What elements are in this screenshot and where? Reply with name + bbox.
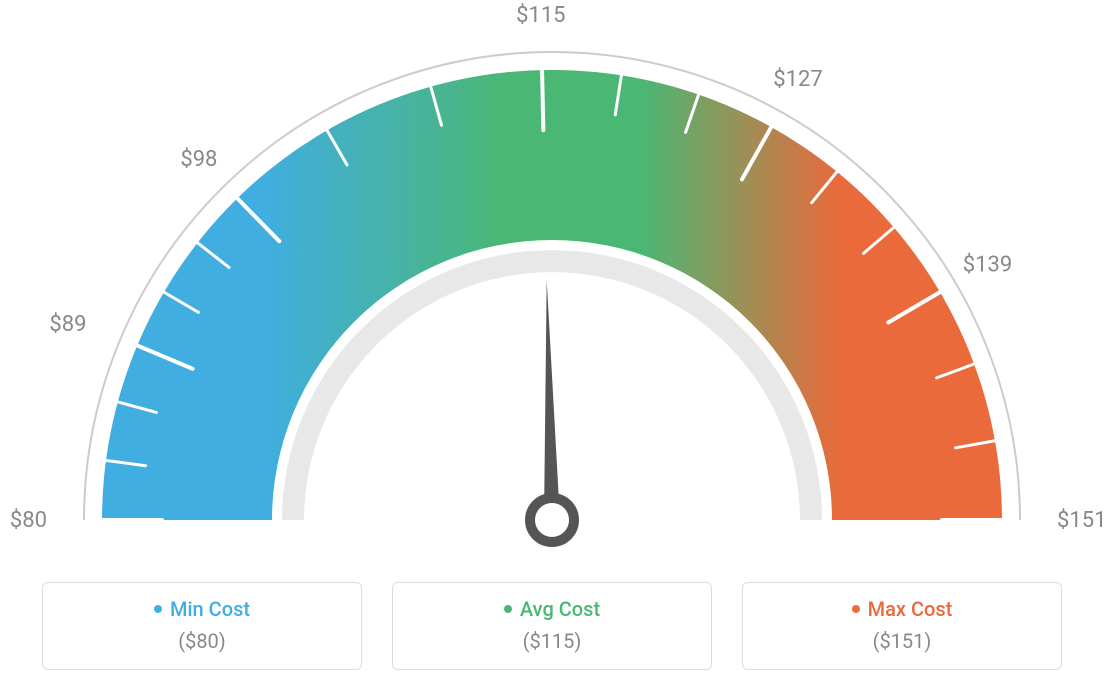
cost-gauge-chart: $80 $89 $98 $115 $127 $139 $151 Min Cost ($80)… [0, 0, 1104, 690]
legend-title-avg: Avg Cost [504, 597, 600, 621]
legend-card-min: Min Cost ($80) [42, 582, 362, 670]
gauge-tick-label: $98 [180, 147, 217, 172]
legend-card-avg: Avg Cost ($115) [392, 582, 712, 670]
legend-value-max: ($151) [753, 629, 1051, 653]
legend-label-max: Max Cost [868, 597, 953, 621]
legend-label-min: Min Cost [170, 597, 250, 621]
gauge-tick-label: $127 [773, 67, 822, 92]
legend-label-avg: Avg Cost [520, 597, 600, 621]
gauge-tick-label: $115 [516, 3, 565, 28]
gauge-needle [544, 280, 560, 520]
gauge-area: $80 $89 $98 $115 $127 $139 $151 [0, 0, 1104, 570]
legend-dot-min [154, 605, 162, 613]
legend-title-min: Min Cost [154, 597, 250, 621]
legend-title-max: Max Cost [852, 597, 953, 621]
gauge-svg: $80 $89 $98 $115 $127 $139 $151 [0, 0, 1104, 570]
legend-dot-avg [504, 605, 512, 613]
gauge-tick-label: $139 [963, 252, 1012, 277]
legend-row: Min Cost ($80) Avg Cost ($115) Max Cost … [0, 582, 1104, 670]
gauge-hub [530, 498, 574, 542]
legend-card-max: Max Cost ($151) [742, 582, 1062, 670]
gauge-tick-label: $89 [49, 312, 86, 337]
legend-dot-max [852, 605, 860, 613]
gauge-tick-label: $151 [1057, 508, 1104, 533]
legend-value-avg: ($115) [403, 629, 701, 653]
legend-value-min: ($80) [53, 629, 351, 653]
gauge-tick-label: $80 [10, 508, 47, 533]
